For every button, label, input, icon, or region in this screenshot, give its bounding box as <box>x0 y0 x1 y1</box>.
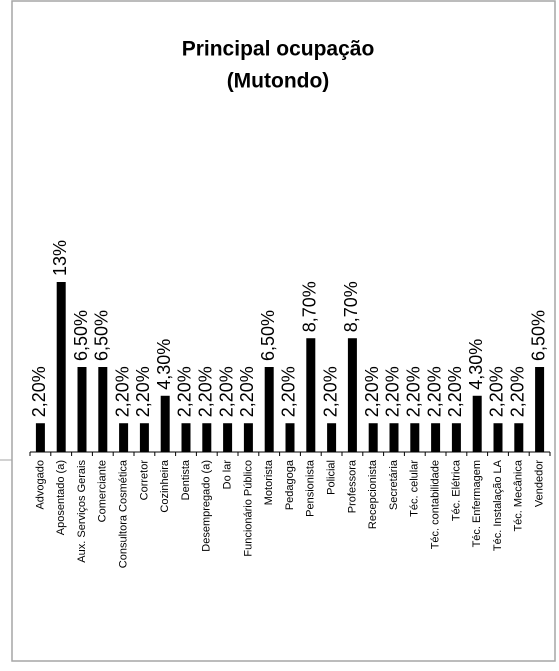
bar <box>410 423 420 452</box>
bar <box>431 423 441 452</box>
x-tick-label: Desempregado (a) <box>201 460 213 552</box>
x-tick-label: Secretária <box>388 459 400 510</box>
value-label: 2,20% <box>175 366 195 417</box>
x-tick-label: Policial <box>326 460 338 495</box>
x-tick-label: Comerciante <box>97 460 109 522</box>
bar <box>327 423 337 452</box>
bar <box>368 423 378 452</box>
x-tick-label: Aux. Serviços Gerais <box>76 460 88 563</box>
value-label: 2,20% <box>133 366 153 417</box>
x-tick-label: Pedagoga <box>284 459 296 510</box>
value-label: 2,20% <box>362 366 382 417</box>
chart-title: (Mutondo) <box>227 70 330 93</box>
x-tick-label: Dentista <box>180 459 192 500</box>
x-tick-label: Téc. Enfermagem <box>471 460 483 547</box>
value-label: 2,20% <box>445 366 465 417</box>
x-tick-label: Téc. Mecânica <box>513 459 525 531</box>
x-tick-label: Consultora Cosmética <box>118 459 130 568</box>
value-label: 6,50% <box>528 310 548 361</box>
value-label: 8,70% <box>300 281 320 332</box>
bar <box>98 367 108 452</box>
bar <box>493 423 503 452</box>
value-label: 6,50% <box>258 310 278 361</box>
x-tick-label: Motorista <box>263 459 275 505</box>
bar <box>285 423 295 452</box>
x-tick-label: Do lar <box>222 460 234 490</box>
bar <box>306 338 316 452</box>
bar <box>139 423 149 452</box>
value-label: 6,50% <box>71 310 91 361</box>
bar <box>451 423 461 452</box>
value-label: 2,20% <box>279 366 299 417</box>
bar <box>56 282 66 452</box>
bar <box>160 395 170 452</box>
chart-frame <box>11 0 556 662</box>
x-tick-label: Corretor <box>138 460 150 501</box>
value-label: 2,20% <box>216 366 236 417</box>
x-tick-label: Recepcionista <box>367 459 379 529</box>
x-tick-label: Pensionista <box>305 459 317 517</box>
x-tick-label: Funcionário Público <box>242 460 254 557</box>
bar <box>181 423 191 452</box>
bar <box>264 367 274 452</box>
x-tick-label: Vendedor <box>534 460 546 507</box>
x-tick-label: Advogado <box>34 460 46 510</box>
value-label: 4,30% <box>154 339 174 390</box>
x-tick-label: Téc. contabilidade <box>430 460 442 549</box>
x-tick-label: Professora <box>346 459 358 513</box>
bar <box>119 423 129 452</box>
x-tick-label: Téc. Instalação LA <box>492 459 504 551</box>
bar <box>77 367 87 452</box>
value-label: 8,70% <box>341 281 361 332</box>
chart-title: Principal ocupação <box>182 38 375 61</box>
value-label: 2,20% <box>196 366 216 417</box>
bar <box>535 367 545 452</box>
bar <box>223 423 233 452</box>
bar <box>243 423 253 452</box>
value-label: 2,20% <box>237 366 257 417</box>
value-label: 2,20% <box>320 366 340 417</box>
value-label: 2,20% <box>487 366 507 417</box>
bar <box>389 423 399 452</box>
bar <box>202 423 212 452</box>
bar <box>514 423 524 452</box>
x-tick-label: Aposentado (a) <box>55 460 67 535</box>
value-label: 4,30% <box>466 339 486 390</box>
value-label: 2,20% <box>112 366 132 417</box>
value-label: 2,20% <box>383 366 403 417</box>
value-label: 6,50% <box>92 310 112 361</box>
x-tick-label: Cozinheira <box>159 459 171 512</box>
value-label: 2,20% <box>404 366 424 417</box>
bar <box>472 395 482 452</box>
x-tick-label: Téc. celular <box>409 460 421 517</box>
x-tick-label: Téc. Elétrica <box>450 459 462 521</box>
bar <box>35 423 45 452</box>
value-label: 2,20% <box>29 366 49 417</box>
bar <box>347 338 357 452</box>
value-label: 2,20% <box>424 366 444 417</box>
value-label: 13% <box>50 240 70 276</box>
value-label: 2,20% <box>508 366 528 417</box>
